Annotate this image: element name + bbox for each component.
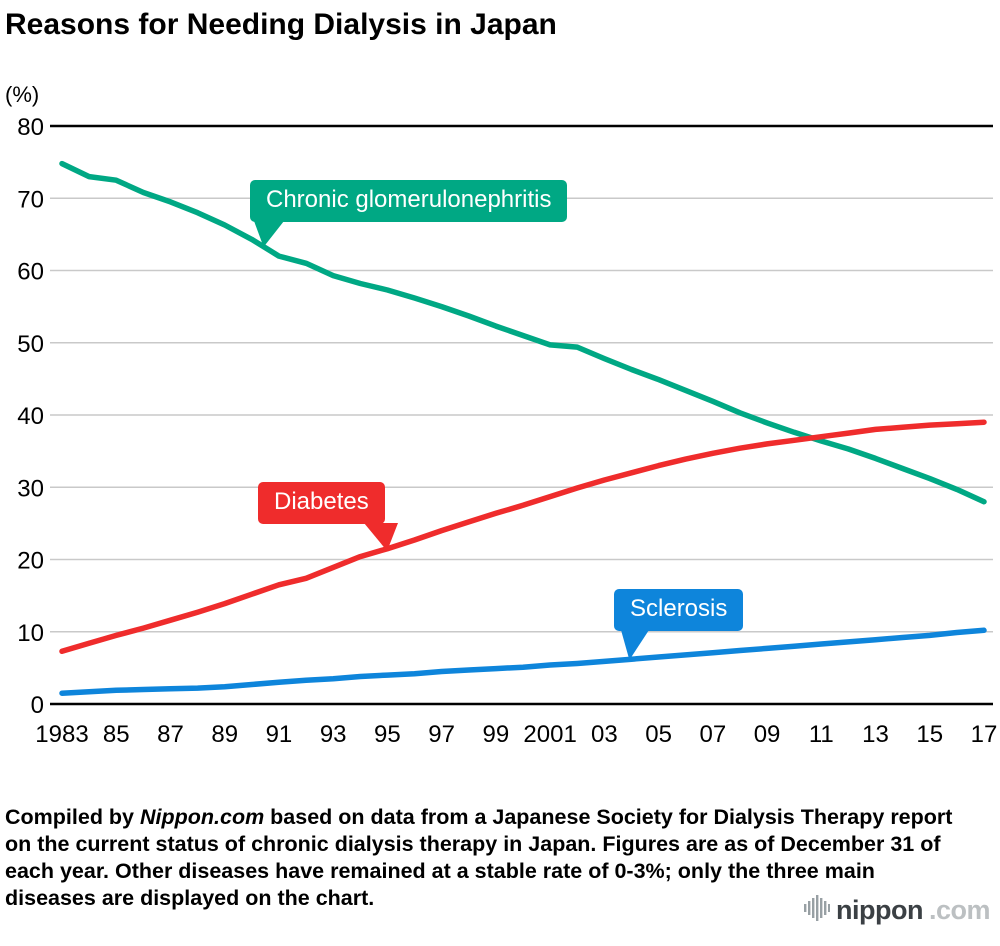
callout-chronic-label: Chronic glomerulonephritis (266, 186, 552, 213)
caption-part1: Compiled by (5, 804, 140, 829)
callout-sclerosis-label: Sclerosis (630, 595, 728, 622)
chart: 0 10 20 30 40 50 60 70 80 1983 85 87 89 91 93 95 97 99 200… (0, 112, 1000, 757)
page-title: Reasons for Needing Dialysis in Japan (5, 8, 557, 41)
svg-text:89: 89 (211, 721, 238, 748)
svg-text:1983: 1983 (35, 721, 88, 748)
svg-text:2001: 2001 (523, 721, 576, 748)
svg-text:60: 60 (17, 259, 44, 286)
logo-tld-text: .com (928, 895, 991, 925)
svg-text:97: 97 (428, 721, 455, 748)
svg-text:11: 11 (809, 721, 834, 748)
nippon-logo: nippon .com (804, 893, 991, 928)
svg-text:10: 10 (17, 620, 44, 647)
svg-text:30: 30 (17, 475, 44, 502)
caption-part2: based on data from a Japanese Society fo… (5, 804, 953, 910)
chart-svg: 0 10 20 30 40 50 60 70 80 1983 85 87 89 91 93 95 97 99 200… (17, 114, 998, 748)
svg-text:80: 80 (17, 114, 44, 141)
svg-text:70: 70 (17, 186, 44, 213)
caption-source: Nippon.com (139, 804, 265, 829)
svg-text:91: 91 (266, 721, 293, 748)
svg-text:93: 93 (320, 721, 347, 748)
svg-text:99: 99 (483, 721, 510, 748)
svg-text:40: 40 (17, 403, 44, 430)
svg-text:85: 85 (103, 721, 130, 748)
caption: Compiled by Nippon.com based on data fro… (5, 804, 957, 912)
svg-text:09: 09 (754, 721, 781, 748)
svg-text:17: 17 (971, 721, 998, 748)
equalizer-bars-icon (804, 893, 831, 928)
svg-text:03: 03 (591, 721, 618, 748)
svg-text:20: 20 (17, 548, 44, 575)
svg-text:87: 87 (157, 721, 184, 748)
logo-brand-text: nippon (836, 895, 923, 925)
callout-sclerosis: Sclerosis (614, 589, 744, 631)
y-axis-unit: (%) (5, 82, 40, 107)
callout-diabetes-label: Diabetes (274, 488, 369, 515)
svg-text:95: 95 (374, 721, 401, 748)
svg-text:05: 05 (645, 721, 672, 748)
svg-text:07: 07 (699, 721, 726, 748)
svg-text:50: 50 (17, 331, 44, 358)
callout-chronic-glomerulonephritis: Chronic glomerulonephritis (250, 180, 568, 222)
svg-text:15: 15 (916, 721, 943, 748)
svg-text:0: 0 (31, 692, 44, 719)
svg-text:13: 13 (862, 721, 889, 748)
callout-diabetes: Diabetes (258, 482, 385, 524)
